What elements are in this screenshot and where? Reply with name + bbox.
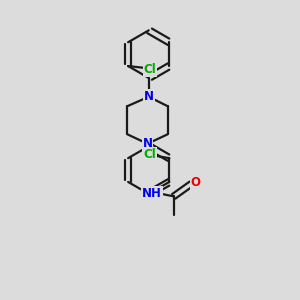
Text: O: O xyxy=(191,176,201,189)
Text: NH: NH xyxy=(142,187,162,200)
Text: N: N xyxy=(144,90,154,103)
Text: Cl: Cl xyxy=(144,63,156,76)
Text: N: N xyxy=(142,137,152,150)
Text: Cl: Cl xyxy=(143,148,156,161)
